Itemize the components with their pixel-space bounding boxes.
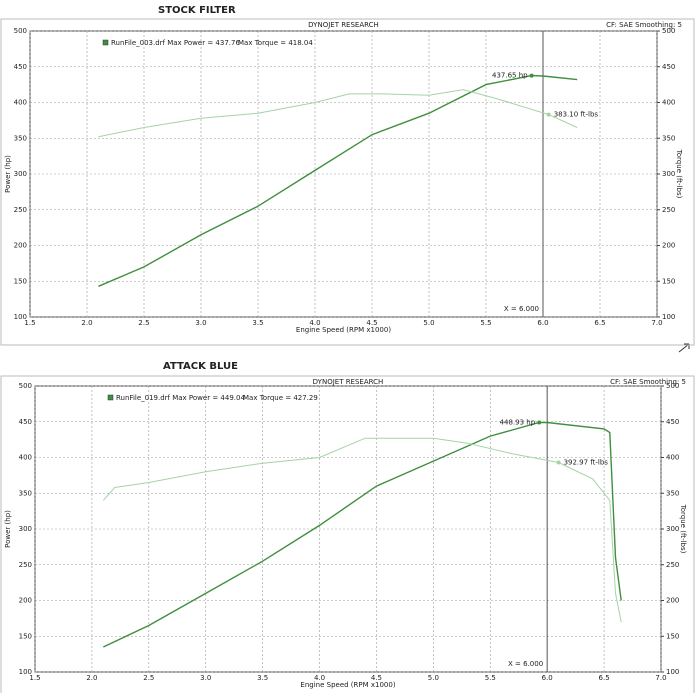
x-tick-label: 4.5 [366, 319, 377, 327]
x-tick-label: 6.0 [537, 319, 548, 327]
y2-tick-label: 400 [666, 454, 679, 462]
x-tick-label: 3.5 [257, 674, 268, 682]
cursor-label: X = 6.000 [504, 305, 539, 313]
chart-title: DYNOJET RESEARCH [308, 21, 379, 29]
x-tick-label: 2.5 [143, 674, 154, 682]
y2-tick-label: 450 [666, 418, 679, 426]
panel-frame [0, 375, 695, 693]
y2-tick-label: 350 [666, 489, 679, 497]
chart-title: DYNOJET RESEARCH [313, 378, 384, 386]
y-tick-label: 150 [19, 632, 32, 640]
annotation-marker [546, 112, 551, 117]
y-tick-label: 400 [14, 99, 27, 107]
y-tick-label: 100 [14, 313, 27, 321]
x-axis-label: Engine Speed (RPM x1000) [296, 326, 391, 334]
y-tick-label: 500 [19, 382, 32, 390]
y-tick-label: 100 [19, 668, 32, 676]
y-tick-label: 350 [14, 134, 27, 142]
x-tick-label: 2.0 [86, 674, 97, 682]
x-tick-label: 6.5 [594, 319, 605, 327]
x-axis-label: Engine Speed (RPM x1000) [300, 681, 395, 689]
y-tick-label: 300 [19, 525, 32, 533]
y2-axis-label: Torque (ft-lbs) [675, 149, 683, 199]
y-tick-label: 450 [19, 418, 32, 426]
x-tick-label: 5.0 [423, 319, 434, 327]
y2-tick-label: 250 [662, 206, 675, 214]
chart-heading: ATTACK BLUE [163, 361, 238, 372]
x-tick-label: 5.0 [428, 674, 439, 682]
y2-tick-label: 300 [666, 525, 679, 533]
y2-tick-label: 400 [662, 99, 675, 107]
x-tick-label: 4.0 [314, 674, 325, 682]
legend-file: RunFile_003.drf Max Power = 437.76 [111, 39, 240, 47]
series-line [98, 74, 578, 287]
annotation-marker [556, 460, 561, 465]
series-line [98, 89, 578, 138]
annotation-label: 437.65 hp [492, 72, 528, 80]
y-tick-label: 450 [14, 63, 27, 71]
legend-swatch [107, 394, 114, 401]
y2-tick-label: 150 [666, 632, 679, 640]
y-tick-label: 250 [14, 206, 27, 214]
y2-tick-label: 200 [666, 597, 679, 605]
x-tick-label: 3.5 [252, 319, 263, 327]
y-tick-label: 150 [14, 277, 27, 285]
y2-tick-label: 350 [662, 134, 675, 142]
x-tick-label: 2.5 [138, 319, 149, 327]
annotation-label: 448.93 hp [500, 419, 536, 427]
x-tick-label: 6.0 [542, 674, 553, 682]
legend-torque: Max Torque = 418.04 [238, 39, 313, 47]
x-tick-label: 7.0 [651, 319, 662, 327]
x-tick-label: 3.0 [200, 674, 211, 682]
y2-tick-label: 150 [662, 277, 675, 285]
y2-tick-label: 500 [666, 382, 679, 390]
chart-subtitle: CF: SAE Smoothing: 5 [610, 378, 686, 386]
y2-tick-label: 450 [662, 63, 675, 71]
legend-swatch [102, 39, 109, 46]
y2-tick-label: 250 [666, 561, 679, 569]
legend-torque: Max Torque = 427.29 [243, 394, 318, 402]
x-tick-label: 4.0 [309, 319, 320, 327]
x-tick-label: 2.0 [81, 319, 92, 327]
annotation-marker [537, 420, 542, 425]
x-tick-label: 5.5 [485, 674, 496, 682]
y-axis-label: Power (hp) [4, 155, 12, 193]
chart-subtitle: CF: SAE Smoothing: 5 [606, 21, 682, 29]
y-tick-label: 250 [19, 561, 32, 569]
series-line [103, 421, 622, 648]
y-tick-label: 200 [14, 242, 27, 250]
annotation-marker [529, 73, 534, 78]
y-tick-label: 400 [19, 454, 32, 462]
x-tick-label: 1.5 [24, 319, 35, 327]
annotation-label: 392.97 ft-lbs [564, 459, 609, 467]
series-line [102, 437, 622, 623]
y2-tick-label: 300 [662, 170, 675, 178]
x-tick-label: 4.5 [371, 674, 382, 682]
panel-frame [0, 18, 695, 346]
y-axis-label: Power (hp) [4, 510, 12, 548]
x-tick-label: 3.0 [195, 319, 206, 327]
x-tick-label: 6.5 [599, 674, 610, 682]
legend-file: RunFile_019.drf Max Power = 449.04 [116, 394, 245, 402]
y-tick-label: 300 [14, 170, 27, 178]
y2-axis-label: Torque (ft-lbs) [679, 504, 687, 554]
x-tick-label: 5.5 [480, 319, 491, 327]
y2-tick-label: 100 [662, 313, 675, 321]
x-tick-label: 7.0 [655, 674, 666, 682]
y-tick-label: 500 [14, 27, 27, 35]
x-tick-label: 1.5 [29, 674, 40, 682]
y-tick-label: 350 [19, 489, 32, 497]
cursor-label: X = 6.000 [508, 660, 543, 668]
y2-tick-label: 200 [662, 242, 675, 250]
y2-tick-label: 100 [666, 668, 679, 676]
y2-tick-label: 500 [662, 27, 675, 35]
chart-heading: STOCK FILTER [158, 5, 236, 16]
y-tick-label: 200 [19, 597, 32, 605]
annotation-label: 383.10 ft-lbs [554, 111, 599, 119]
